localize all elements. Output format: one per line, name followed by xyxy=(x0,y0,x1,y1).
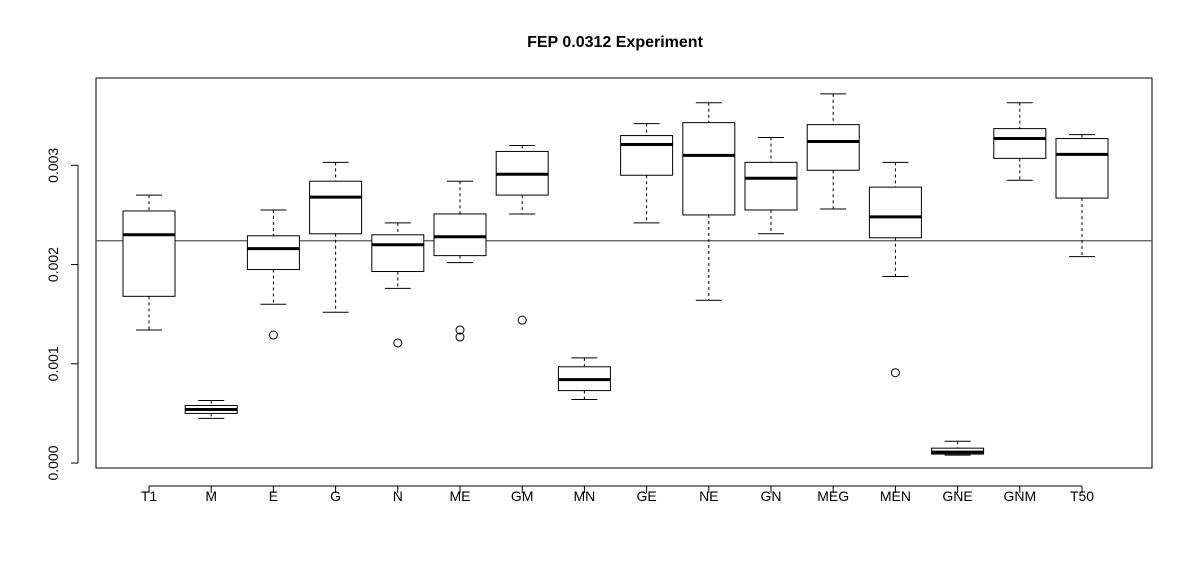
y-axis: 0.000 0.001 0.002 0.003 xyxy=(45,148,79,481)
x-tick-label: GM xyxy=(511,488,534,504)
y-tick-label: 0.003 xyxy=(45,148,61,183)
x-tick-label: MEN xyxy=(880,488,911,504)
iqr-box xyxy=(993,128,1047,159)
x-tick-label: M xyxy=(205,488,217,504)
box-meg xyxy=(806,93,860,210)
y-tick-label: 0.002 xyxy=(45,247,61,282)
iqr-box xyxy=(122,210,176,297)
box-n xyxy=(371,222,425,348)
chart-title: FEP 0.0312 Experiment xyxy=(527,34,703,51)
x-tick-label: MN xyxy=(574,488,596,504)
x-tick-label: T50 xyxy=(1070,488,1094,504)
outlier-point xyxy=(455,325,465,335)
x-tick-label: ME xyxy=(450,488,471,504)
outlier-point xyxy=(393,338,403,348)
iqr-box xyxy=(744,161,798,211)
x-axis: T1 M E G N ME GM MN GE NE GN MEG MEN GNE GNM T50 xyxy=(141,485,1094,504)
box-g xyxy=(309,161,363,313)
box-m xyxy=(184,400,238,419)
box-mn xyxy=(557,357,611,401)
outlier-point xyxy=(890,368,900,378)
x-tick-label: GN xyxy=(761,488,782,504)
iqr-box xyxy=(620,135,674,176)
box-gm xyxy=(495,144,549,325)
x-tick-label: GNE xyxy=(942,488,972,504)
box-ge xyxy=(620,123,674,224)
boxes-layer xyxy=(122,93,1109,456)
iqr-box xyxy=(433,213,487,257)
outlier-point xyxy=(268,330,278,340)
box-e xyxy=(246,209,300,340)
y-tick-label: 0.000 xyxy=(45,445,61,480)
x-tick-label: MEG xyxy=(817,488,849,504)
x-tick-label: NE xyxy=(699,488,718,504)
x-tick-label: GNM xyxy=(1003,488,1036,504)
plot-frame xyxy=(95,77,1153,469)
x-tick-label: T1 xyxy=(141,488,158,504)
x-tick-label: E xyxy=(269,488,278,504)
outlier-point xyxy=(455,332,465,342)
x-tick-label: N xyxy=(393,488,403,504)
box-me xyxy=(433,180,487,342)
outlier-point xyxy=(517,315,527,325)
x-tick-label: G xyxy=(330,488,341,504)
box-men xyxy=(868,161,922,378)
iqr-box xyxy=(1055,138,1109,199)
iqr-box xyxy=(682,122,736,216)
iqr-box xyxy=(806,124,860,171)
iqr-box xyxy=(868,186,922,239)
box-gn xyxy=(744,137,798,235)
box-t1 xyxy=(122,194,176,331)
box-gnm xyxy=(993,102,1047,181)
y-tick-label: 0.001 xyxy=(45,346,61,381)
box-gne xyxy=(931,440,985,456)
iqr-box xyxy=(246,235,300,271)
box-t50 xyxy=(1055,134,1109,258)
iqr-box xyxy=(309,180,363,235)
x-tick-label: GE xyxy=(636,488,656,504)
iqr-box xyxy=(371,234,425,273)
box-ne xyxy=(682,102,736,301)
